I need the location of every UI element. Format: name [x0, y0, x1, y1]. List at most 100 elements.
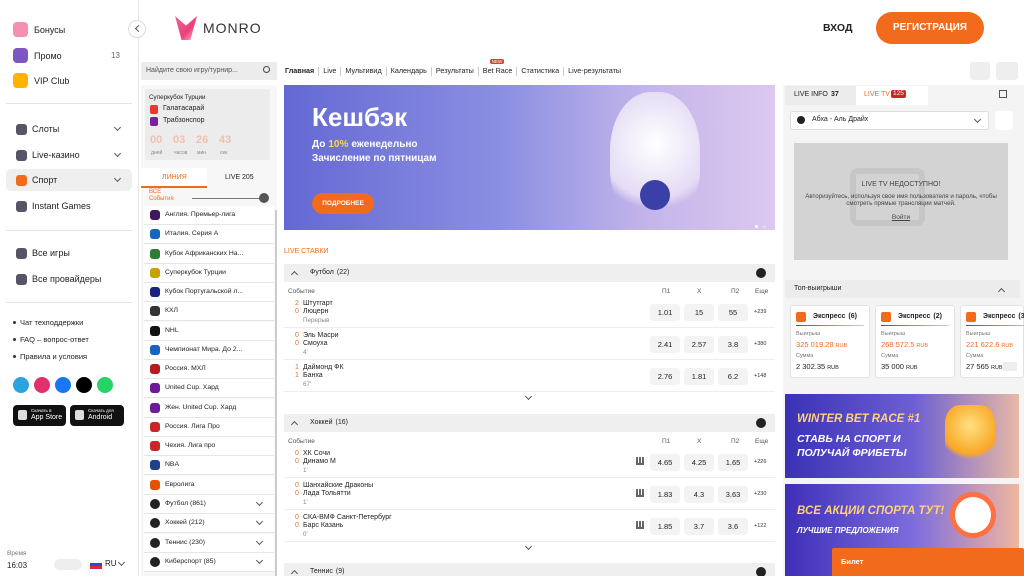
expand-icon[interactable] — [999, 90, 1007, 98]
odd-button[interactable]: 2.41 — [650, 336, 680, 353]
menu-item[interactable]: Live-казино — [32, 150, 80, 160]
league-row[interactable] — [144, 437, 274, 456]
nav-link[interactable]: Главная — [285, 66, 315, 75]
ticket-bar[interactable] — [832, 548, 1024, 576]
nav-link[interactable]: Мультивид — [340, 66, 385, 76]
match-select[interactable] — [790, 111, 989, 130]
league-row[interactable] — [144, 360, 274, 379]
banner-highlight: 10% — [328, 139, 349, 150]
tab[interactable]: LIVE — [225, 174, 241, 181]
nav-link[interactable]: Live-результаты — [563, 66, 625, 76]
logo[interactable]: MONRO — [203, 20, 262, 36]
theme-toggle[interactable] — [54, 559, 82, 570]
menu-item[interactable]: Бонусы — [34, 25, 66, 35]
league-row[interactable] — [144, 225, 274, 245]
banner-button[interactable]: ПОДРОБНЕЕ — [312, 193, 374, 214]
odd-button[interactable]: 55 — [718, 304, 748, 321]
menu-item[interactable]: VIP Club — [34, 76, 70, 86]
lang[interactable]: RU — [105, 559, 117, 568]
search-box[interactable] — [141, 62, 277, 80]
odd-button[interactable]: 4.25 — [684, 454, 714, 471]
social-icon[interactable] — [34, 377, 50, 393]
more-markets[interactable]: +226 — [754, 459, 767, 465]
odd-button[interactable]: 1.85 — [650, 518, 680, 535]
all-events[interactable]: ВСЕ События — [149, 189, 174, 203]
league-icon — [150, 267, 160, 278]
social-icon[interactable] — [97, 377, 113, 393]
league-row[interactable] — [144, 417, 274, 437]
odd-button[interactable]: 2.57 — [684, 336, 714, 353]
register-button[interactable]: РЕГИСТРАЦИЯ — [876, 12, 984, 44]
nav-link[interactable]: Результаты — [430, 66, 478, 76]
more-markets[interactable]: +122 — [754, 523, 767, 529]
league-row[interactable] — [144, 283, 274, 302]
nav-link[interactable]: Статистика — [516, 66, 563, 76]
odd-button[interactable]: 1.65 — [718, 454, 748, 471]
tv-text: LIVE TV НЕДОСТУПНО! — [861, 181, 941, 188]
odd-button[interactable]: 3.7 — [684, 518, 714, 535]
tab[interactable]: LIVE TV — [864, 91, 890, 98]
score: 0 — [295, 482, 299, 489]
menu-item[interactable]: Спорт — [32, 175, 58, 185]
tab[interactable]: ЛИНИЯ — [162, 174, 187, 181]
league-row[interactable] — [144, 475, 274, 495]
nav-link[interactable]: Live — [318, 66, 340, 76]
menu-item[interactable]: Промо — [34, 50, 62, 61]
sport-row[interactable] — [144, 533, 274, 553]
link[interactable]: Чат техподдержки — [20, 318, 84, 327]
odd-button[interactable]: 4.65 — [650, 454, 680, 471]
link[interactable]: FAQ – вопрос-ответ — [20, 334, 89, 344]
nav-link[interactable]: Календарь — [385, 66, 431, 76]
league-row[interactable] — [144, 398, 274, 418]
league-row[interactable] — [144, 456, 274, 476]
odd-button[interactable]: 1.83 — [650, 486, 680, 503]
section-header[interactable] — [284, 414, 775, 432]
league-row[interactable] — [144, 379, 274, 399]
sport-name: Хоккей — [310, 419, 333, 426]
league-row[interactable] — [144, 244, 274, 264]
menu-item[interactable]: Все игры — [32, 248, 70, 258]
odd-button[interactable]: 1.81 — [684, 368, 714, 385]
more-markets[interactable]: +239 — [754, 309, 767, 315]
section-header[interactable] — [284, 264, 775, 282]
odd-button[interactable]: 3.63 — [718, 486, 748, 503]
menu-item[interactable]: Слоты — [32, 124, 60, 134]
odd-button[interactable]: 3.6 — [718, 518, 748, 535]
login-button[interactable]: ВХОД — [823, 22, 853, 34]
league-row[interactable] — [144, 321, 274, 341]
more-markets[interactable]: +148 — [754, 373, 767, 379]
odd-button[interactable]: 15 — [684, 304, 714, 321]
win-card[interactable] — [875, 305, 955, 378]
sport-row[interactable] — [144, 552, 274, 572]
sport-row[interactable] — [144, 514, 274, 534]
league-row[interactable] — [144, 302, 274, 322]
collapse-button[interactable] — [128, 20, 146, 38]
nav-link[interactable]: Bet Race NEW — [477, 59, 517, 76]
social-icon[interactable] — [76, 377, 92, 393]
social-icon[interactable] — [55, 377, 71, 393]
more-markets[interactable]: +380 — [754, 341, 767, 347]
pin-button[interactable] — [995, 111, 1013, 130]
column-header: Еще — [755, 288, 769, 295]
odd-button[interactable]: 4.3 — [684, 486, 714, 503]
more-markets[interactable]: +230 — [754, 491, 767, 497]
settings-button[interactable] — [996, 62, 1018, 80]
odd-button[interactable]: 6.2 — [718, 368, 748, 385]
odd-button[interactable]: 1.01 — [650, 304, 680, 321]
social-icon[interactable] — [13, 377, 29, 393]
tv-text[interactable]: Войти — [891, 214, 911, 221]
menu-item[interactable]: Все провайдеры — [32, 273, 102, 284]
tab[interactable]: LIVE INFO — [794, 91, 828, 98]
featured-box[interactable] — [145, 89, 270, 160]
odd-button[interactable]: 2.76 — [650, 368, 680, 385]
sport-row[interactable] — [144, 495, 274, 514]
league-row[interactable] — [144, 340, 274, 360]
slider-knob[interactable] — [259, 193, 269, 203]
menu-item[interactable]: Instant Games — [32, 201, 91, 211]
league-row[interactable] — [144, 206, 274, 225]
odd-button[interactable]: 3.8 — [718, 336, 748, 353]
section-header[interactable] — [284, 563, 775, 576]
calc-button[interactable] — [970, 62, 990, 80]
link[interactable]: Правила и условия — [20, 351, 88, 361]
league-row[interactable] — [144, 263, 274, 283]
